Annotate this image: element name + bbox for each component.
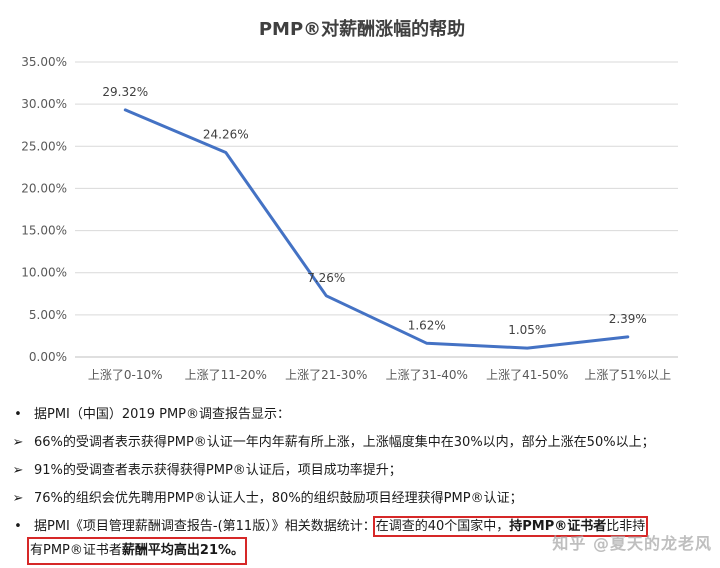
arrow-bullet-icon: ➢ (12, 435, 24, 450)
x-tick-label: 上涨了0-10% (88, 367, 163, 382)
series-line (123, 108, 630, 350)
data-label: 29.32% (102, 85, 148, 99)
arrow-bullet-icon: ➢ (12, 463, 24, 478)
x-axis-tick-labels: 上涨了0-10% 上涨了11-20% 上涨了21-30% 上涨了31-40% 上涨了41… (88, 367, 671, 382)
y-tick-label: 5.00% (29, 308, 67, 322)
gridlines (75, 61, 678, 358)
note-text: 91%的受调查者表示获得获得PMP®认证后，项目成功率提升； (34, 463, 402, 478)
chart-title: PMP®对薪酬涨幅的帮助 (259, 18, 465, 40)
arrow-bullet-icon: ➢ (12, 491, 24, 506)
y-axis-tick-labels: 0.00% 5.00% 10.00% 15.00% 20.00% 25.00% 30.00%… (21, 55, 67, 364)
x-tick-label: 上涨了31-40% (386, 367, 468, 382)
data-label: 7.26% (307, 271, 345, 285)
data-label: 1.05% (508, 323, 546, 337)
y-tick-label: 15.00% (21, 224, 67, 238)
highlight-text: 比非持 (606, 519, 646, 534)
note-text: 66%的受调者表示获得PMP®认证一年内年薪有所上涨，上涨幅度集中在30%以内，… (34, 435, 655, 450)
note-text: 据PMI《项目管理薪酬调查报告-(第11版）》相关数据统计：在调查的40个国家中… (34, 516, 649, 538)
bullet-icon: • (14, 407, 22, 422)
y-tick-label: 10.00% (21, 266, 67, 280)
x-tick-label: 上涨了51%以上 (584, 367, 671, 382)
highlight-bold-text: 薪酬平均高出21%。 (121, 543, 245, 558)
x-tick-label: 上涨了21-30% (285, 367, 367, 382)
data-labels: 29.32% 24.26% 7.26% 1.62% 1.05% 2.39% (102, 85, 646, 337)
data-label: 2.39% (609, 312, 647, 326)
y-tick-label: 25.00% (21, 139, 67, 153)
highlight-box-line2: 有PMP®证书者薪酬平均高出21%。 (26, 537, 248, 565)
highlight-text: 在调查的40个国家中， (375, 519, 510, 534)
notes-section: • 据PMI（中国）2019 PMP®调查报告显示： ➢ 66%的受调者表示获得… (0, 404, 720, 568)
y-tick-label: 35.00% (21, 55, 67, 69)
note-prefix: 据PMI《项目管理薪酬调查报告-(第11版）》相关数据统计： (34, 519, 376, 534)
y-tick-label: 30.00% (21, 97, 67, 111)
y-tick-label: 20.00% (21, 181, 67, 195)
line-chart: PMP®对薪酬涨幅的帮助 0.00% 5.00% 10.00% 15.00% 20.00… (21, 18, 678, 382)
data-label: 24.26% (203, 128, 249, 142)
y-tick-label: 0.00% (29, 350, 67, 364)
bullet-icon: • (14, 519, 22, 534)
x-tick-label: 上涨了11-20% (185, 367, 267, 382)
x-tick-label: 上涨了41-50% (486, 367, 568, 382)
highlight-box: 在调查的40个国家中，持PMP®证书者比非持 (372, 516, 649, 537)
note-text: 76%的组织会优先聘用PMP®认证人士，80%的组织鼓励项目经理获得PMP®认证… (34, 491, 523, 506)
watermark: 知乎 @夏天的龙老风 (552, 534, 712, 553)
data-label: 1.62% (408, 318, 446, 332)
note-item-salary: • 据PMI《项目管理薪酬调查报告-(第11版）》相关数据统计：在调查的40个国… (0, 516, 720, 565)
note-text: 据PMI（中国）2019 PMP®调查报告显示： (34, 407, 291, 422)
highlight-text: 有PMP®证书者 (30, 543, 122, 558)
highlight-bold-text: 持PMP®证书者 (509, 519, 607, 534)
